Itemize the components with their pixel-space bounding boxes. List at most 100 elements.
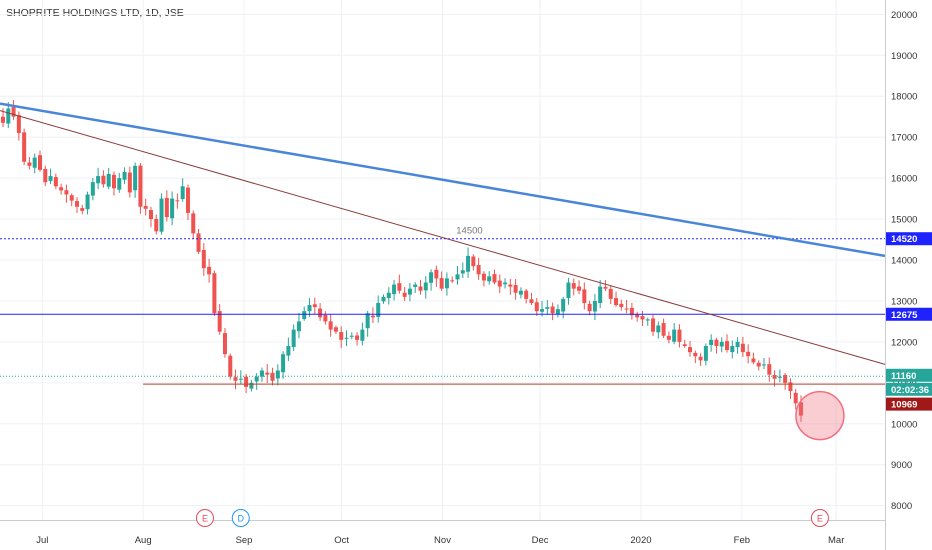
candle-body (761, 364, 767, 366)
candle-body (291, 329, 296, 348)
candle-body (175, 200, 180, 202)
candle-body (344, 337, 349, 339)
x-tick-label: Feb (734, 535, 750, 546)
event-label: D (238, 514, 245, 524)
candle-body (111, 174, 116, 189)
candle-body (518, 290, 523, 295)
candle-body (22, 132, 27, 162)
candle-body (677, 329, 682, 342)
level-tag: 12675 (891, 310, 918, 321)
candle-body (624, 308, 629, 310)
trend-line[interactable] (0, 102, 886, 258)
candle-body (614, 298, 619, 306)
candle-body (471, 256, 476, 267)
candle-body (508, 284, 513, 287)
event-marker[interactable] (195, 509, 214, 527)
candle-body (672, 329, 677, 342)
candle-body (444, 278, 449, 289)
candle-body (619, 303, 624, 308)
candle-body (85, 194, 90, 210)
x-tick-label: Aug (135, 535, 152, 546)
candle-body (645, 319, 650, 321)
candle-body (370, 315, 375, 318)
candle-body (793, 392, 798, 404)
x-tick-label: Nov (434, 535, 451, 546)
candle-body (323, 314, 328, 322)
candle-body (381, 296, 386, 302)
candle-body (106, 174, 111, 187)
candle-body (466, 255, 471, 272)
y-tick-label: 18000 (891, 92, 917, 103)
candle-body (296, 321, 301, 332)
last-price-tag-bg (886, 368, 932, 382)
candle-body (550, 306, 555, 314)
candle-body (481, 273, 486, 281)
candle-body (767, 364, 772, 375)
candle-body (349, 335, 354, 337)
candle-body (566, 282, 571, 299)
y-tick-label: 12000 (891, 337, 917, 348)
x-tick-label: Oct (334, 535, 349, 546)
candle-body (201, 249, 206, 269)
candle-body (545, 307, 550, 309)
level-tag-bg (886, 307, 932, 321)
candle-body (244, 376, 249, 387)
candle-body (555, 309, 560, 315)
candle-body (582, 289, 587, 303)
candle-body (64, 190, 69, 195)
candle-body (487, 276, 492, 282)
candle-body (286, 345, 291, 356)
neckline-price-tag-bg (886, 397, 932, 411)
candle-body (540, 309, 545, 312)
candle-body (32, 157, 37, 168)
candle-body (783, 374, 788, 383)
candle-body (376, 302, 381, 317)
candle-body (80, 208, 85, 211)
candle-body (238, 378, 243, 380)
candle-body (339, 332, 344, 340)
candle-body (561, 298, 566, 312)
candle-body (96, 176, 101, 184)
y-tick-label: 20000 (891, 10, 917, 21)
candle-body (302, 311, 307, 320)
y-tick-label: 10000 (891, 419, 917, 430)
event-label: E (202, 514, 208, 524)
candle-body (138, 165, 143, 207)
event-marker[interactable] (810, 509, 829, 527)
candle-body (777, 376, 782, 378)
candle-body (709, 339, 714, 345)
candle-body (185, 187, 190, 213)
candle-body (265, 372, 270, 375)
candle-body (312, 304, 317, 308)
candle-body (148, 210, 153, 220)
y-tick-label: 19000 (891, 51, 917, 62)
candle-body (212, 273, 217, 314)
candle-body (328, 321, 333, 330)
y-tick-label: 15000 (891, 215, 917, 226)
candle-body (122, 171, 127, 180)
symbol-title: SHOPRITE HOLDINGS LTD, 1D, JSE (6, 7, 184, 19)
candle-body (6, 108, 11, 124)
annotation-label: 14500 (456, 226, 482, 237)
candle-body (497, 280, 502, 287)
candle-body (719, 341, 724, 347)
y-tick-label: 16000 (891, 174, 917, 185)
candle-body (788, 382, 793, 392)
candle-body (460, 270, 465, 274)
event-marker[interactable] (231, 509, 250, 527)
candle-body (196, 233, 201, 252)
candle-body (503, 282, 508, 285)
y-tick-label: 17000 (891, 133, 917, 144)
last-price-tag: 11160 (891, 371, 916, 382)
candle-body (180, 186, 185, 200)
trend-line[interactable] (0, 110, 886, 365)
candle-body (598, 286, 603, 304)
candle-body (74, 201, 79, 207)
candle-body (355, 335, 360, 340)
candle-body (703, 345, 708, 361)
candle-body (730, 345, 735, 353)
countdown-tag: 02:02:36 (891, 385, 929, 396)
candle-body (0, 116, 6, 123)
candle-body (640, 316, 645, 320)
